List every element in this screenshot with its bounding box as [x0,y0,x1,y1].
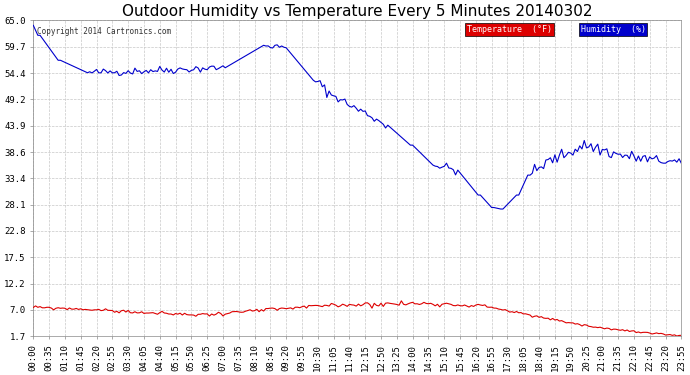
Text: Copyright 2014 Cartronics.com: Copyright 2014 Cartronics.com [37,27,170,36]
Text: Temperature  (°F): Temperature (°F) [467,25,552,34]
Text: Humidity  (%): Humidity (%) [581,25,646,34]
Title: Outdoor Humidity vs Temperature Every 5 Minutes 20140302: Outdoor Humidity vs Temperature Every 5 … [122,4,593,19]
